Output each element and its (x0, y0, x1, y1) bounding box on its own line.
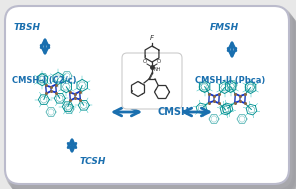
FancyBboxPatch shape (122, 53, 182, 109)
FancyBboxPatch shape (5, 6, 289, 184)
FancyBboxPatch shape (7, 9, 294, 189)
Text: CMSH-I (C2/c): CMSH-I (C2/c) (12, 77, 76, 85)
FancyBboxPatch shape (12, 15, 296, 189)
Text: CMSH-II (Pbca): CMSH-II (Pbca) (195, 77, 265, 85)
Text: O: O (143, 59, 147, 64)
FancyBboxPatch shape (6, 7, 292, 189)
Text: O: O (157, 59, 161, 64)
Text: TCSH: TCSH (80, 156, 106, 166)
Text: F: F (150, 35, 154, 41)
Text: NH: NH (154, 67, 162, 72)
Text: TBSH: TBSH (14, 22, 41, 32)
Text: CMSH: CMSH (158, 107, 190, 117)
FancyBboxPatch shape (9, 11, 295, 189)
FancyBboxPatch shape (10, 13, 296, 189)
Text: FMSH: FMSH (210, 22, 239, 32)
